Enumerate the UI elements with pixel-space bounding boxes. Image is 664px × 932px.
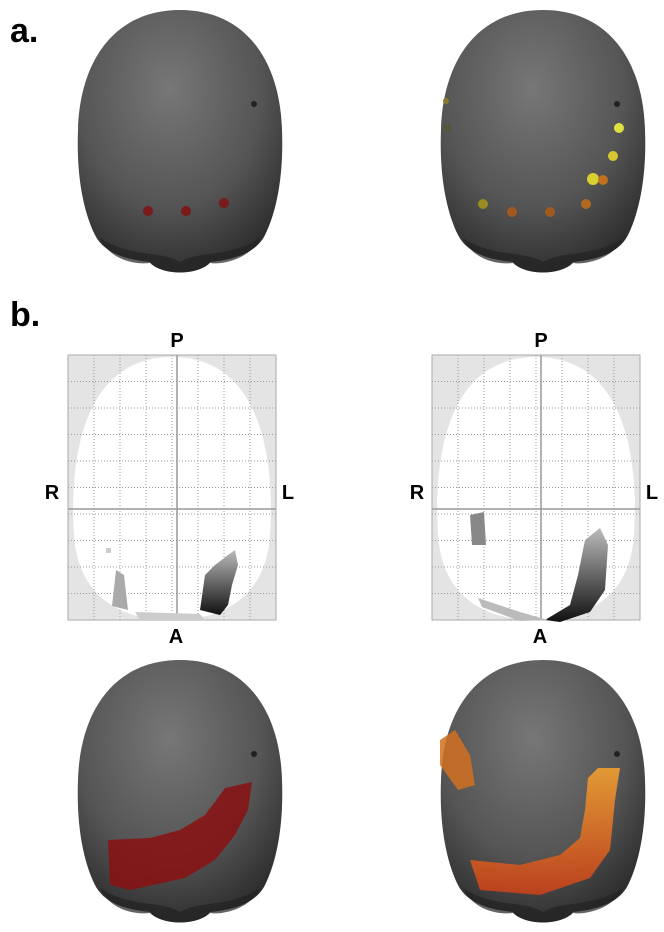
- orientation-label: L: [646, 482, 658, 504]
- orientation-label: R: [45, 482, 60, 504]
- orientation-label: P: [534, 330, 547, 352]
- orientation-label: A: [169, 626, 183, 648]
- head-render: [77, 660, 283, 923]
- orientation-label: R: [410, 482, 425, 504]
- panel-label: b.: [10, 296, 40, 334]
- orientation-label: L: [282, 482, 294, 504]
- head-render: [77, 10, 283, 273]
- orientation-label: A: [533, 626, 547, 648]
- panel-label: a.: [10, 12, 38, 50]
- head-render: [440, 10, 646, 273]
- brain-outline: [73, 357, 271, 620]
- activation-overlay: [440, 730, 620, 895]
- electrode-dots: [143, 198, 229, 216]
- orientation-label: P: [170, 330, 183, 352]
- glass-brain: [67, 354, 277, 621]
- activation-blob: [106, 512, 608, 622]
- activation-overlay: [108, 782, 252, 890]
- electrode-dots: [443, 98, 624, 217]
- glass-brain: [431, 354, 641, 621]
- orientation-labels: P R L A P R L A: [45, 330, 658, 648]
